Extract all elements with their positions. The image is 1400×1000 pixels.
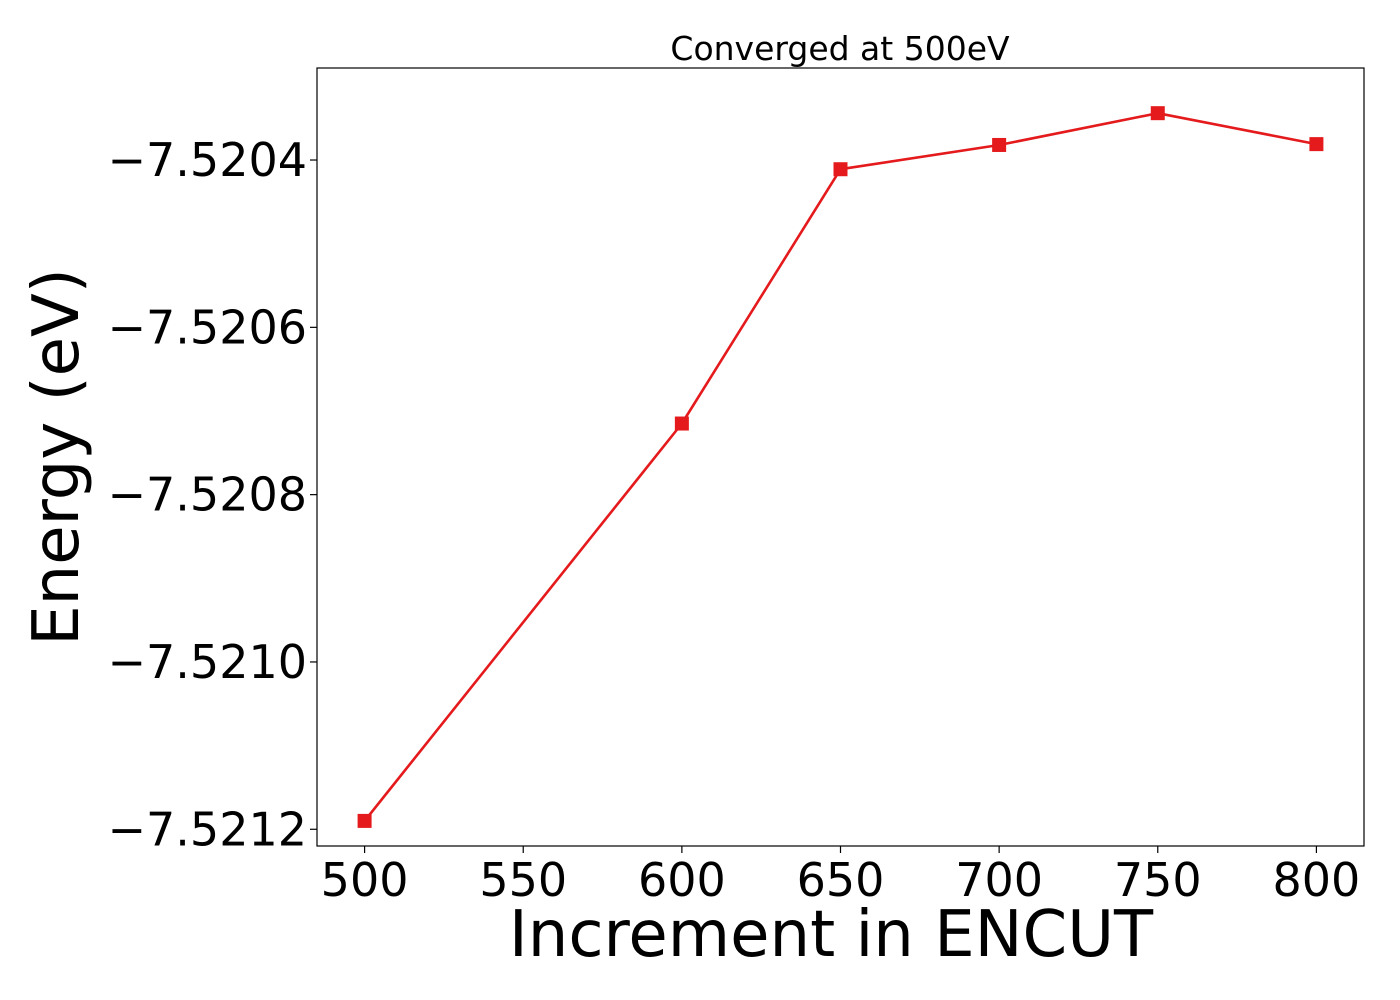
y-axis-title: Energy (eV): [20, 268, 94, 646]
x-tick-label: 750: [1114, 853, 1202, 907]
x-tick-label: 800: [1273, 853, 1361, 907]
data-point-marker: [357, 813, 372, 828]
x-axis-ticks: 500 550 600 650 700 750 800: [321, 846, 1361, 907]
x-axis-title: Increment in ENCUT: [509, 898, 1154, 972]
chart-title: Converged at 500eV: [670, 29, 1010, 68]
x-tick-label: 700: [955, 853, 1043, 907]
y-tick-label: −7.5204: [108, 133, 308, 187]
data-point-marker: [833, 162, 848, 177]
data-point-marker: [674, 416, 689, 431]
data-point-marker: [1309, 137, 1324, 152]
data-point-marker: [1150, 106, 1165, 121]
plot-frame: [316, 67, 1365, 847]
y-tick-label: −7.5206: [108, 300, 308, 354]
x-tick-label: 550: [479, 853, 567, 907]
x-tick-label: 500: [321, 853, 409, 907]
y-tick-label: −7.5212: [108, 802, 308, 856]
x-tick-label: 650: [797, 853, 885, 907]
y-tick-label: −7.5208: [108, 468, 308, 522]
x-tick-label: 600: [638, 853, 726, 907]
y-axis-ticks: −7.5212 −7.5210 −7.5208 −7.5206 −7.5204: [108, 133, 317, 856]
series-line: [363, 111, 1317, 822]
y-tick-label: −7.5210: [108, 635, 308, 689]
series-layer: [357, 106, 1324, 828]
data-point-marker: [992, 137, 1007, 152]
